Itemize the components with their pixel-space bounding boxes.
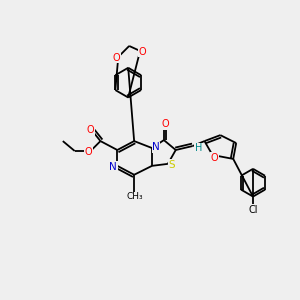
Text: O: O [161, 119, 169, 129]
Text: O: O [138, 47, 146, 57]
Text: O: O [85, 147, 92, 157]
Text: S: S [169, 160, 175, 170]
Text: O: O [87, 125, 94, 135]
Text: N: N [152, 142, 160, 152]
Text: H: H [195, 143, 202, 153]
Text: Cl: Cl [248, 206, 258, 215]
Text: CH₃: CH₃ [127, 192, 143, 201]
Text: O: O [112, 53, 120, 63]
Text: O: O [211, 153, 218, 163]
Text: N: N [110, 162, 117, 172]
